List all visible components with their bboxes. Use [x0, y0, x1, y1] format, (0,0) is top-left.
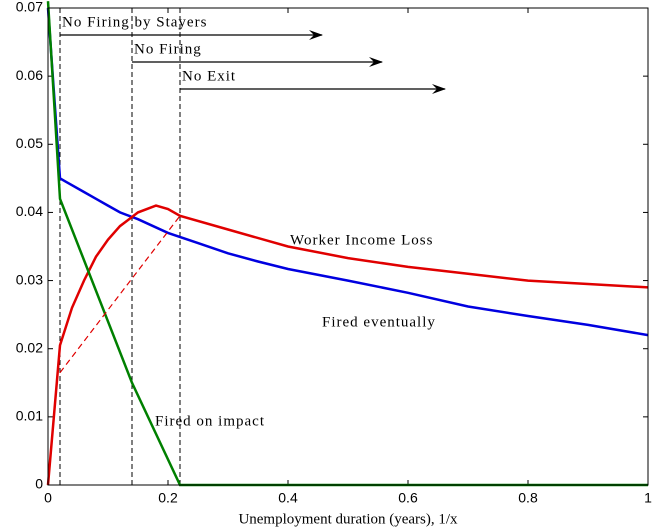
x-tick-label: 0.8	[518, 490, 538, 506]
annotation: No Firing	[134, 41, 202, 57]
series-line	[46, 7, 649, 337]
x-tick-label: 1	[644, 490, 652, 506]
x-tick-label: 0	[44, 490, 52, 506]
plot-frame	[47, 7, 649, 486]
series-label: Fired on impact	[155, 413, 265, 429]
y-tick-label: 0.01	[16, 408, 43, 424]
y-tick-label: 0.02	[16, 339, 43, 355]
series-line	[59, 215, 181, 373]
x-axis-label: Unemployment duration (years), 1/x	[238, 511, 458, 527]
y-tick-label: 0.07	[16, 0, 43, 15]
y-tick-label: 0.04	[16, 203, 43, 219]
series-label: Fired eventually	[322, 314, 436, 330]
y-tick-label: 0	[35, 476, 43, 492]
x-tick-label: 0.2	[158, 490, 178, 506]
y-tick-label: 0.03	[16, 271, 43, 287]
annotation: No Exit	[182, 68, 236, 84]
y-tick-label: 0.05	[16, 135, 43, 151]
y-tick-label: 0.06	[16, 67, 43, 83]
series-label: Worker Income Loss	[290, 232, 433, 248]
annotation: No Firing by Stayers	[62, 14, 207, 30]
x-tick-label: 0.6	[398, 490, 418, 506]
x-tick-label: 0.4	[278, 490, 298, 506]
series-line	[46, 204, 649, 486]
